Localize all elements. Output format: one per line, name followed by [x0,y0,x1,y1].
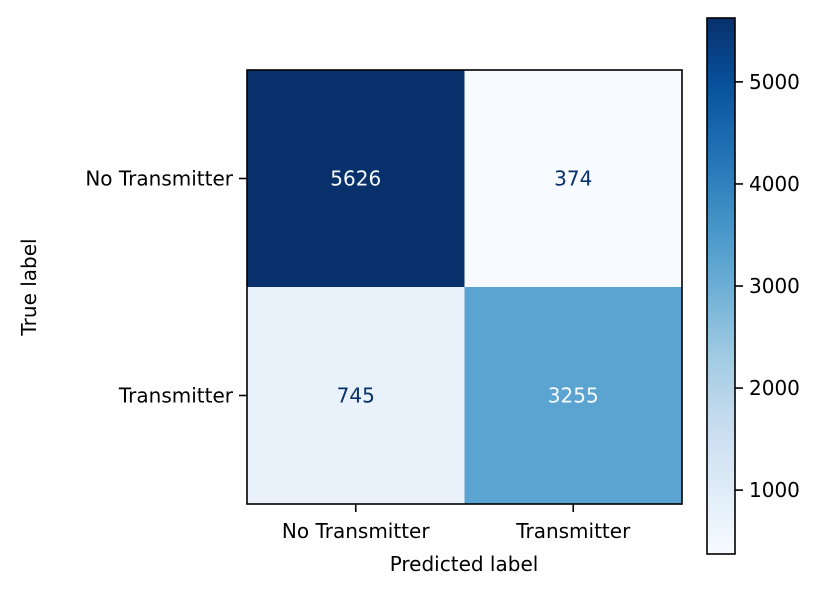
colorbar-tick-label-2: 3000 [749,274,800,298]
y-axis-label: True label [17,238,41,336]
heatmap-cells [247,70,682,504]
plot-frame [246,69,683,505]
colorbar-tick-label-3: 4000 [749,172,800,196]
cell-value-labels: 5626 374 745 3255 [330,167,598,408]
y-tick-label-1: Transmitter [118,384,234,408]
x-axis-label: Predicted label [390,552,539,576]
y-tick-label-0: No Transmitter [85,167,233,191]
heatmap-cell-0-0 [247,70,465,287]
heatmap-cell-1-0 [247,287,465,504]
x-tick-label-1: Transmitter [515,519,631,543]
colorbar-tick-label-4: 5000 [749,70,800,94]
y-axis-ticks: No Transmitter Transmitter [85,167,247,408]
colorbar-ticks: 1000 2000 3000 4000 5000 [735,70,800,502]
heatmap-cell-1-1 [464,287,682,504]
heatmap-cell-0-1 [464,70,682,287]
x-tick-label-0: No Transmitter [282,519,430,543]
x-axis-ticks: No Transmitter Transmitter [282,504,631,543]
colorbar-gradient [706,17,736,555]
cell-value-1-0: 745 [337,384,375,408]
colorbar-tick-label-1: 2000 [749,376,800,400]
cell-value-1-1: 3255 [548,384,599,408]
colorbar-tick-label-0: 1000 [749,478,800,502]
colorbar: 1000 2000 3000 4000 5000 [706,17,800,555]
cell-value-0-0: 5626 [330,167,381,191]
cell-value-0-1: 374 [554,167,592,191]
